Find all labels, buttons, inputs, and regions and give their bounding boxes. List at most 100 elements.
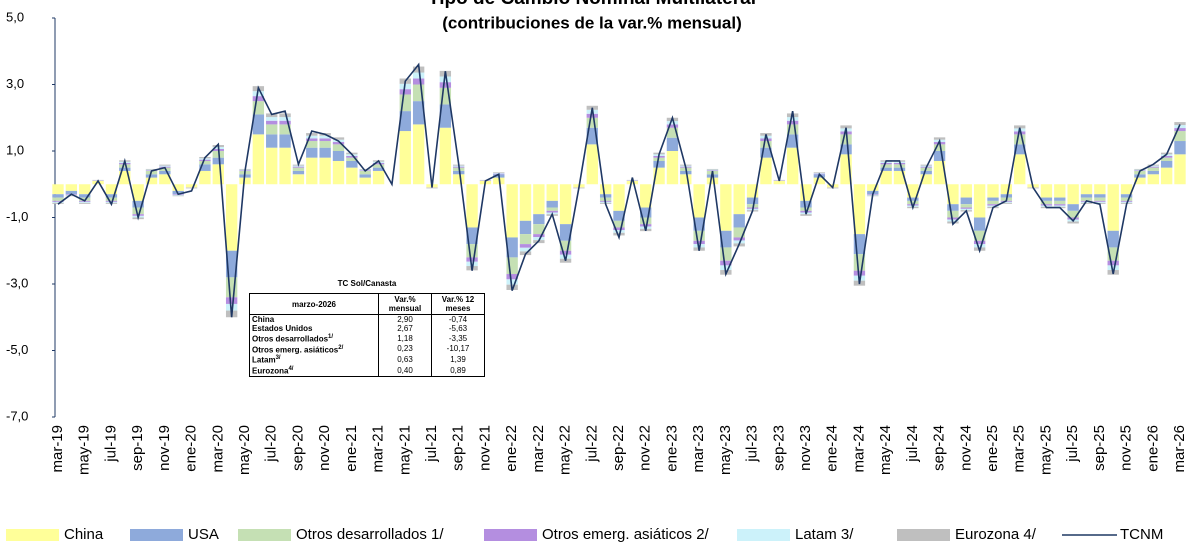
bar-segment — [1054, 184, 1066, 198]
bar-segment — [813, 177, 826, 185]
bar-segment — [1120, 194, 1133, 198]
x-tick-label: sep-23 — [770, 425, 787, 471]
bar-segment — [920, 164, 932, 166]
bar-segment — [79, 194, 91, 198]
x-tick-label: ene-24 — [824, 425, 841, 472]
header-cell: Var.% mensual — [378, 293, 432, 315]
bar-segment — [760, 157, 772, 185]
table-row: Otros desarrollados1/1,18 -3,35 — [249, 333, 485, 344]
bar-segment — [933, 151, 946, 161]
bar-segment — [466, 184, 478, 228]
bar-segment — [1000, 194, 1013, 198]
cell-anual: -0,74 — [431, 314, 485, 324]
legend-label: Otros desarrollados 1/ — [296, 526, 444, 543]
bar-segment — [199, 164, 211, 171]
bar-segment — [693, 217, 705, 231]
bar-segment — [1054, 197, 1066, 201]
bar-segment — [399, 131, 411, 185]
bar-segment — [987, 197, 999, 201]
x-tick-label: mar-24 — [850, 425, 867, 473]
x-tick-label: sep-25 — [1091, 425, 1108, 471]
bar-segment — [79, 201, 91, 203]
bar-segment — [279, 134, 291, 148]
bar-segment — [466, 227, 478, 245]
bar-segment — [693, 230, 705, 241]
bar-segment — [773, 180, 785, 185]
table-header: marzo-2026 Var.% mensual Var.% 12 meses — [249, 293, 485, 315]
table-row: China 2,90 -0,74 — [249, 314, 485, 324]
bar-segment — [1174, 141, 1186, 155]
bar-segment — [693, 184, 705, 218]
bar-segment — [613, 227, 625, 231]
chart-subtitle: (contribuciones de la var.% mensual) — [442, 13, 741, 32]
bar-segment — [947, 204, 959, 211]
cell-mensual: 0,23 — [378, 343, 432, 355]
bar-segment — [319, 147, 331, 158]
x-tick-label: mar-25 — [1011, 425, 1028, 473]
bar-segment — [306, 133, 318, 136]
bar-segment — [493, 172, 505, 173]
bar-segment — [346, 167, 358, 185]
row-note: 2/ — [338, 344, 344, 351]
y-tick-label: -3,0 — [6, 275, 28, 290]
bar-segment — [853, 270, 866, 276]
bar-segment — [1040, 204, 1053, 206]
bar-segment — [960, 208, 972, 211]
bar-segment — [720, 230, 732, 248]
bar-segment — [1134, 169, 1146, 171]
bar-segment — [185, 184, 198, 188]
bar-segment — [1120, 184, 1133, 195]
bar-segment — [466, 244, 478, 258]
bar-segment — [1000, 184, 1013, 195]
bar-segment — [706, 170, 719, 171]
y-tick-label: -7,0 — [6, 408, 28, 423]
bar-segment — [920, 170, 932, 175]
bar-segment — [159, 174, 171, 185]
bar-segment — [1134, 174, 1146, 178]
legend-label: China — [64, 526, 104, 543]
y-tick-label: 1,0 — [6, 142, 24, 157]
bar-segment — [52, 201, 64, 203]
bar-segment — [439, 82, 452, 88]
bar-segment — [653, 157, 665, 161]
bar-segment — [933, 144, 946, 151]
bar-segment — [760, 147, 772, 158]
bar-segment — [987, 200, 999, 205]
bar-segment — [279, 117, 291, 121]
bar-segment — [987, 205, 999, 207]
bar-segment — [893, 164, 906, 168]
x-tick-label: jul-24 — [904, 425, 921, 463]
bar-segment — [933, 160, 946, 185]
bar-segment — [359, 177, 371, 185]
bar-segment — [586, 113, 598, 118]
bar-segment — [880, 162, 892, 165]
bar-segment — [1067, 217, 1079, 220]
bar-segment — [506, 257, 518, 275]
bar-segment — [666, 124, 679, 128]
legend-label: TCNM — [1120, 526, 1163, 543]
x-tick-label: jul-20 — [263, 425, 280, 463]
bar-segment — [933, 137, 946, 140]
bar-segment — [439, 87, 452, 105]
cell-mensual: 2,67 — [378, 324, 432, 333]
bar-segment — [813, 172, 826, 173]
x-tick-label: ene-25 — [984, 425, 1001, 472]
bar-segment — [52, 200, 64, 202]
x-tick-label: nov-23 — [797, 425, 814, 471]
bar-segment — [212, 157, 224, 165]
bar-segment — [1054, 204, 1066, 206]
bar-segment — [105, 194, 118, 198]
cell-mensual: 0,40 — [378, 364, 432, 377]
legend-swatch — [484, 529, 537, 541]
bar-segment — [947, 210, 959, 218]
y-tick-label: -5,0 — [6, 342, 28, 357]
bar-segment — [145, 174, 158, 178]
bar-segment — [1147, 174, 1159, 185]
bar-segment — [586, 117, 598, 128]
bar-segment — [880, 164, 892, 168]
bar-segment — [332, 137, 345, 140]
x-tick-label: jul-21 — [423, 425, 440, 463]
x-tick-label: jul-23 — [744, 425, 761, 463]
bar-segment — [412, 101, 425, 125]
